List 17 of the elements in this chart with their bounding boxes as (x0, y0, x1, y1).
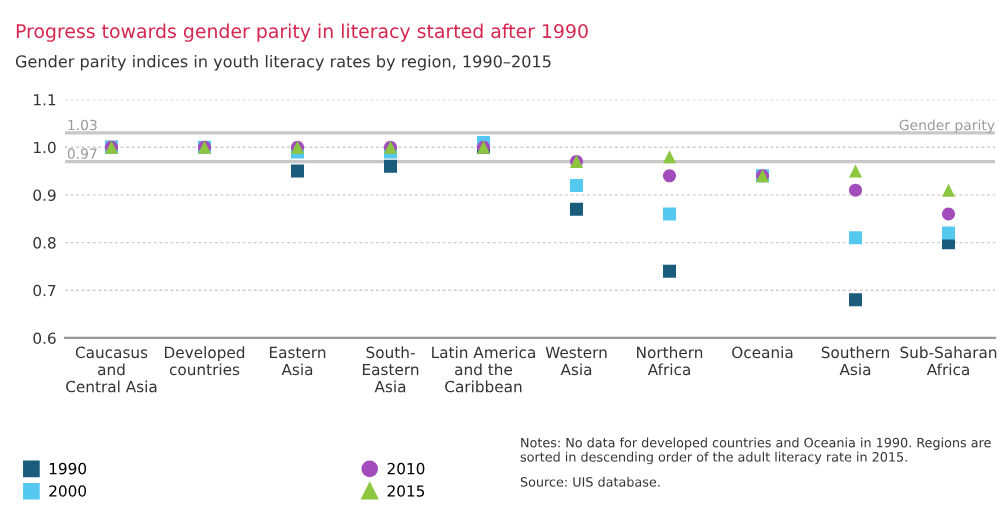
point (662, 150, 677, 164)
point (848, 231, 863, 245)
point (848, 183, 863, 197)
point (941, 207, 956, 221)
point (848, 293, 863, 307)
point (290, 164, 305, 178)
point (941, 183, 956, 197)
point (662, 169, 677, 183)
point (941, 226, 956, 240)
point (569, 202, 584, 216)
point (662, 207, 677, 221)
point (383, 159, 398, 173)
point (569, 178, 584, 192)
chart-title: Progress towards gender parity in literacy started after 1990 (16, 23, 588, 42)
chart-subtitle: Gender parity indices in youth literacy rates by region, 1990–2015 (15, 55, 551, 71)
point (848, 164, 863, 178)
point (662, 264, 677, 278)
